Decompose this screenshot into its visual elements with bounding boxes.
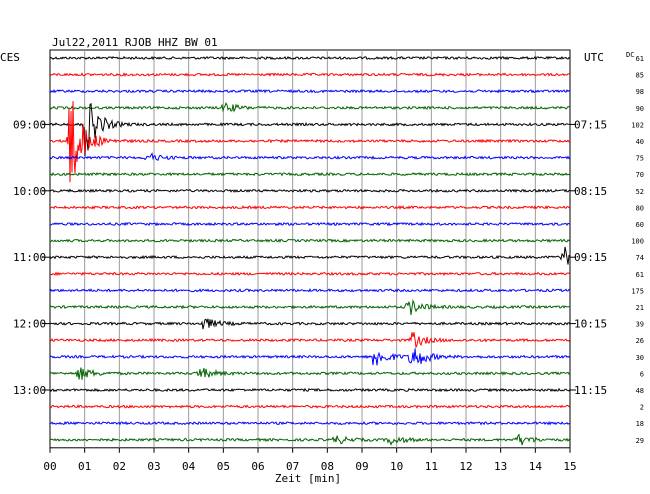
dc-value: 29 — [636, 437, 644, 445]
right-zone-label: UTC — [584, 51, 604, 64]
dc-value: 30 — [636, 354, 644, 362]
left-zone-label: CES — [0, 51, 20, 64]
x-tick-label: 00 — [43, 460, 56, 473]
dc-value: 52 — [636, 188, 644, 196]
x-tick-label: 05 — [217, 460, 230, 473]
right-time-label: 08:15 — [574, 185, 607, 198]
dc-value: 40 — [636, 138, 644, 146]
grid-lines — [49, 49, 571, 449]
right-time-label: 07:15 — [574, 118, 607, 131]
trace-row-17 — [49, 332, 571, 350]
trace-row-13 — [49, 271, 571, 277]
trace-row-20 — [49, 387, 571, 393]
dc-value: 61 — [636, 55, 644, 63]
trace-row-6 — [49, 152, 571, 162]
dc-label: DC — [626, 51, 634, 59]
dc-value: 100 — [631, 238, 644, 246]
x-tick-label: 01 — [78, 460, 91, 473]
dc-value: 2 — [640, 404, 644, 412]
trace-row-9 — [49, 204, 571, 210]
chart-title: Jul22,2011 RJOB HHZ BW 01 — [52, 36, 218, 49]
x-tick-label: 09 — [355, 460, 368, 473]
x-tick-label: 13 — [494, 460, 507, 473]
x-tick-label: 11 — [425, 460, 438, 473]
x-axis-label: Zeit [min] — [275, 472, 341, 485]
dc-value: 85 — [636, 72, 644, 80]
dc-value: 80 — [636, 204, 644, 212]
dc-value: 74 — [636, 254, 644, 262]
trace-row-0 — [49, 55, 571, 61]
dc-value: 70 — [636, 171, 644, 179]
trace-row-18 — [49, 348, 571, 366]
dc-value: 75 — [636, 155, 644, 163]
right-time-label: 11:15 — [574, 384, 607, 397]
dc-value: 21 — [636, 304, 644, 312]
right-time-labels: 07:15 08:15 09:15 10:15 11:15 — [570, 118, 607, 397]
x-tick-label: 07 — [286, 460, 299, 473]
left-time-label: 09:00 — [13, 118, 46, 131]
trace-row-14 — [49, 287, 571, 293]
x-axis-ticks: 00 01 02 03 04 05 06 07 08 09 10 11 12 13 14 15 — [43, 447, 577, 473]
trace-row-16 — [49, 318, 571, 330]
left-time-label: 10:00 — [13, 185, 46, 198]
x-tick-label: 08 — [321, 460, 334, 473]
trace-row-5 — [49, 101, 570, 183]
x-tick-label: 15 — [563, 460, 576, 473]
trace-row-12 — [49, 246, 571, 265]
x-tick-label: 14 — [529, 460, 543, 473]
trace-row-4 — [49, 102, 571, 157]
dc-value: 61 — [636, 271, 644, 279]
x-tick-label: 10 — [390, 460, 403, 473]
x-tick-label: 03 — [147, 460, 160, 473]
dc-value: 60 — [636, 221, 644, 229]
left-time-labels: 09:00 10:00 11:00 12:00 13:00 — [13, 118, 50, 397]
trace-row-21 — [49, 404, 571, 409]
trace-row-11 — [49, 238, 571, 243]
dc-offset-values: 6185989010240757052806010074611752139263… — [631, 55, 644, 445]
right-time-label: 10:15 — [574, 318, 607, 331]
dc-value: 39 — [636, 321, 644, 329]
left-time-label: 12:00 — [13, 318, 46, 331]
dc-value: 98 — [636, 88, 644, 96]
dc-value: 102 — [631, 121, 644, 129]
x-tick-label: 12 — [459, 460, 472, 473]
trace-row-8 — [49, 188, 571, 194]
trace-row-22 — [49, 420, 571, 426]
dc-value: 18 — [636, 420, 644, 428]
dc-value: 90 — [636, 105, 644, 113]
trace-row-10 — [49, 221, 570, 227]
trace-row-3 — [49, 101, 571, 113]
trace-row-19 — [49, 367, 571, 380]
x-tick-label: 04 — [182, 460, 196, 473]
dc-value: 175 — [631, 287, 644, 295]
trace-group — [49, 55, 571, 446]
dc-value: 26 — [636, 337, 644, 345]
trace-row-7 — [49, 171, 571, 177]
dc-value: 48 — [636, 387, 644, 395]
trace-row-23 — [49, 433, 571, 446]
trace-row-2 — [49, 88, 571, 94]
left-time-label: 13:00 — [13, 384, 46, 397]
trace-row-1 — [49, 72, 571, 77]
dc-value: 6 — [640, 370, 644, 378]
x-tick-label: 02 — [113, 460, 126, 473]
left-time-label: 11:00 — [13, 251, 46, 264]
right-time-label: 09:15 — [574, 251, 607, 264]
plot-frame — [49, 49, 571, 449]
x-tick-label: 06 — [251, 460, 264, 473]
trace-row-15 — [49, 298, 571, 316]
